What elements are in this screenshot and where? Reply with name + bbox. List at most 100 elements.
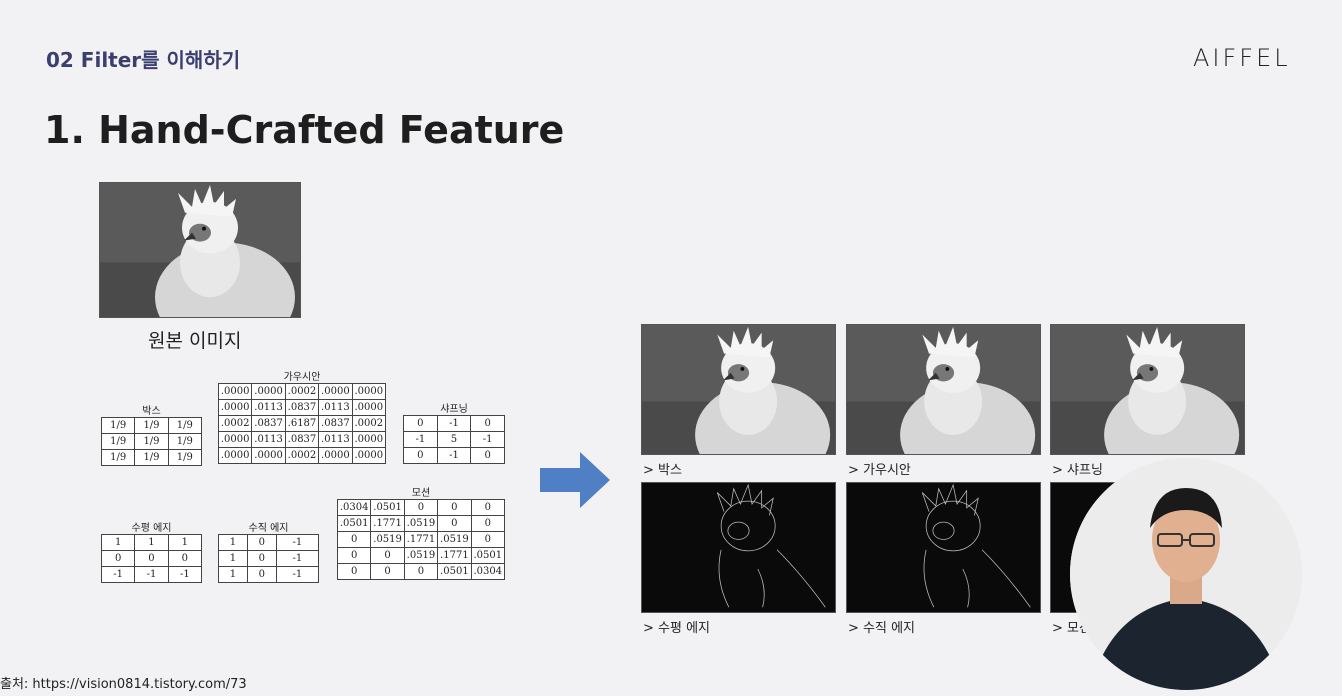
kernel-row: 1 0 -1 bbox=[218, 566, 320, 583]
kernel-cell: .0002 bbox=[284, 383, 320, 400]
kernel-row: .0002.0837.6187.0837.0002 bbox=[217, 415, 387, 432]
kernel-cell: 0 bbox=[134, 550, 169, 567]
result-caption-gaussian: > 가우시안 bbox=[848, 463, 911, 478]
kernel-cell: 1/9 bbox=[167, 433, 203, 450]
kernel-cell: .1771 bbox=[437, 547, 472, 564]
kernel-row: 0 -1 0 bbox=[403, 447, 505, 464]
kernel-vertical-edge: 수직 에지 1 0 -1 1 0 -1 1 0 -1 bbox=[218, 519, 320, 583]
kernel-cell: -1 bbox=[275, 566, 320, 583]
kernel-cell: 0 bbox=[100, 550, 136, 567]
kernel-cell: 0 bbox=[336, 547, 372, 564]
kernel-cell: .0519 bbox=[403, 547, 439, 564]
original-image-caption: 원본 이미지 bbox=[148, 330, 242, 352]
kernel-cell: 0 bbox=[403, 499, 439, 516]
source-citation: 출처: https://vision0814.tistory.com/73 bbox=[0, 677, 247, 692]
kernel-row: 1 0 -1 bbox=[218, 550, 320, 567]
kernel-cell: 0 bbox=[403, 415, 438, 432]
kernel-cell: .0113 bbox=[318, 431, 353, 448]
kernel-gaussian-table: .0000.0000.0002.0000.0000.0000.0113.0837… bbox=[217, 383, 387, 464]
kernel-row: .0304.0501 0 0 0 bbox=[336, 499, 506, 516]
kernel-cell: 0 bbox=[403, 447, 438, 464]
kernel-horizontal-edge-title: 수평 에지 bbox=[131, 523, 172, 534]
kernel-cell: -1 bbox=[167, 566, 203, 583]
result-image-horizontal-edge bbox=[641, 482, 836, 613]
kernel-row: .0000.0113.0837.0113.0000 bbox=[217, 431, 387, 448]
kernel-horizontal-edge: 수평 에지 1 1 1 0 0 0 -1 -1 -1 bbox=[100, 519, 203, 583]
result-image-sharpen bbox=[1050, 324, 1245, 455]
kernel-cell: .0519 bbox=[403, 515, 439, 532]
kernel-cell: .0000 bbox=[351, 431, 387, 448]
kernel-row: 0 0.0519.1771.0501 bbox=[336, 547, 506, 564]
kernel-cell: 0 bbox=[470, 415, 505, 432]
kernel-row: .0000.0000.0002.0000.0000 bbox=[217, 383, 387, 400]
result-image-box bbox=[641, 324, 836, 455]
kernel-cell: 1 bbox=[134, 534, 169, 551]
kernel-cell: .0000 bbox=[251, 383, 286, 400]
page-title: 1. Hand-Crafted Feature bbox=[44, 108, 565, 152]
kernel-cell: .0837 bbox=[284, 399, 320, 416]
kernel-cell: 1 bbox=[167, 534, 203, 551]
kernel-cell: .0000 bbox=[217, 431, 253, 448]
kernel-cell: .0000 bbox=[217, 447, 253, 464]
kernel-cell: -1 bbox=[275, 550, 320, 567]
kernel-cell: .0837 bbox=[284, 431, 320, 448]
kernel-cell: -1 bbox=[470, 431, 505, 448]
kernel-row: 0.0519.1771.0519 0 bbox=[336, 531, 506, 548]
result-caption-vertical-edge: > 수직 에지 bbox=[848, 621, 915, 636]
kernel-cell: .0837 bbox=[251, 415, 286, 432]
kernel-row: 1/9 1/9 1/9 bbox=[100, 417, 203, 434]
kernel-cell: 1/9 bbox=[100, 449, 136, 466]
arrow-right-icon bbox=[540, 452, 610, 508]
kernel-cell: .0000 bbox=[251, 447, 286, 464]
kernel-cell: .1771 bbox=[403, 531, 439, 548]
kernel-row: 0 0 0.0501.0304 bbox=[336, 563, 506, 580]
kernel-cell: 0 bbox=[246, 534, 277, 551]
kernel-cell: 0 bbox=[370, 563, 405, 580]
kernel-row: 1 0 -1 bbox=[218, 534, 320, 551]
kernel-cell: .0000 bbox=[217, 399, 253, 416]
kernel-cell: 0 bbox=[470, 499, 506, 516]
kernel-row: .0000.0113.0837.0113.0000 bbox=[217, 399, 387, 416]
kernel-cell: .0501 bbox=[370, 499, 405, 516]
kernel-horizontal-edge-table: 1 1 1 0 0 0 -1 -1 -1 bbox=[100, 534, 203, 583]
section-title: 02 Filter를 이해하기 bbox=[46, 48, 241, 72]
kernel-cell: .0002 bbox=[217, 415, 253, 432]
brand-logo: AIFFEL bbox=[1193, 44, 1291, 72]
kernel-cell: .0304 bbox=[470, 563, 506, 580]
kernel-vertical-edge-title: 수직 에지 bbox=[248, 523, 289, 534]
kernel-cell: .6187 bbox=[284, 415, 320, 432]
kernel-cell: .0113 bbox=[251, 399, 286, 416]
result-caption-horizontal-edge: > 수평 에지 bbox=[643, 621, 710, 636]
kernel-cell: 0 bbox=[246, 566, 277, 583]
kernel-box-table: 1/9 1/9 1/9 1/9 1/9 1/9 1/9 1/9 1/9 bbox=[100, 417, 203, 466]
kernel-cell: 1/9 bbox=[134, 433, 169, 450]
kernel-cell: 0 bbox=[470, 447, 505, 464]
kernel-cell: 0 bbox=[403, 563, 439, 580]
speaker-video bbox=[1070, 458, 1302, 690]
result-image-gaussian bbox=[846, 324, 1041, 455]
kernel-cell: 1/9 bbox=[134, 449, 169, 466]
kernel-row: -1 5 -1 bbox=[403, 431, 505, 448]
kernel-cell: 5 bbox=[436, 431, 472, 448]
result-caption-sharpen: > 샤프닝 bbox=[1052, 463, 1103, 478]
kernel-cell: -1 bbox=[134, 566, 169, 583]
kernel-cell: .0000 bbox=[318, 383, 353, 400]
kernel-cell: .0113 bbox=[251, 431, 286, 448]
kernel-cell: .0519 bbox=[370, 531, 405, 548]
kernel-cell: 1/9 bbox=[134, 417, 169, 434]
kernel-row: -1 -1 -1 bbox=[100, 566, 203, 583]
kernel-row: 0 -1 0 bbox=[403, 415, 505, 432]
kernel-vertical-edge-table: 1 0 -1 1 0 -1 1 0 -1 bbox=[218, 534, 320, 583]
kernel-cell: 0 bbox=[470, 515, 506, 532]
kernel-gaussian-title: 가우시안 bbox=[283, 372, 321, 383]
kernel-cell: .0837 bbox=[318, 415, 353, 432]
kernel-row: .0501.1771.0519 0 0 bbox=[336, 515, 506, 532]
result-caption-box: > 박스 bbox=[643, 463, 682, 478]
kernel-box-title: 박스 bbox=[142, 406, 161, 417]
kernel-cell: .0000 bbox=[351, 399, 387, 416]
kernel-cell: -1 bbox=[275, 534, 320, 551]
kernel-cell: -1 bbox=[403, 431, 438, 448]
kernel-cell: 0 bbox=[370, 547, 405, 564]
kernel-cell: 0 bbox=[246, 550, 277, 567]
